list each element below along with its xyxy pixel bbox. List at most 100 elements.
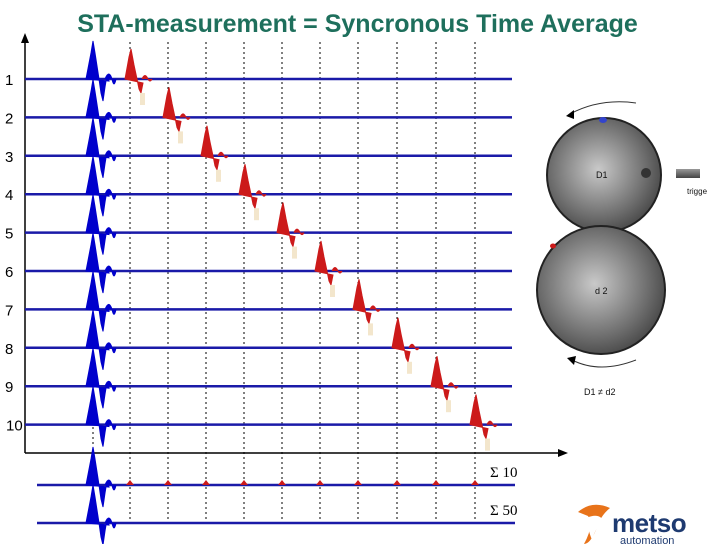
row-label: 3 xyxy=(5,149,13,166)
sync-ripple xyxy=(486,420,498,428)
sync-ripple xyxy=(447,382,459,389)
sum-row: Σ 10 xyxy=(37,446,517,508)
averaged-pulse xyxy=(471,480,479,485)
reference-pulse xyxy=(85,484,110,544)
metso-logo-icon xyxy=(578,504,610,544)
logo-name: metso xyxy=(612,508,687,538)
reference-ripple xyxy=(104,188,117,200)
sum-row: Σ 50 xyxy=(37,484,517,544)
reference-ripple xyxy=(104,150,117,162)
sync-ripple xyxy=(179,113,191,120)
upper-disc-label: D1 xyxy=(596,170,608,180)
sum-label: Σ 50 xyxy=(490,503,517,519)
pulse-shadow xyxy=(216,169,221,182)
signal-row: 4 xyxy=(5,156,512,221)
reference-ripple xyxy=(104,517,117,529)
reference-ripple xyxy=(104,265,117,277)
sync-pulse xyxy=(391,317,411,364)
reference-ripple xyxy=(104,73,117,85)
row-label: 8 xyxy=(5,341,13,358)
averaged-pulse xyxy=(393,480,401,485)
sync-pulse xyxy=(314,240,334,287)
sync-ripple xyxy=(369,305,381,312)
axes xyxy=(21,33,568,457)
x-axis-arrow xyxy=(558,449,568,457)
rotation-arrow-bottom xyxy=(571,359,637,368)
row-label: 1 xyxy=(5,72,13,89)
sync-ripple xyxy=(255,190,267,197)
signal-row: 3 xyxy=(5,117,512,182)
y-axis-arrow xyxy=(21,33,29,43)
pulse-shadow xyxy=(178,131,183,144)
reference-pulse xyxy=(85,156,110,217)
sync-ripple xyxy=(141,75,153,82)
lower-disc-marker xyxy=(550,243,556,249)
reference-pulse xyxy=(85,309,110,370)
row-label: 7 xyxy=(5,302,13,319)
row-label: 4 xyxy=(5,187,13,204)
sync-ripple xyxy=(217,151,229,159)
trigger-mark xyxy=(641,168,651,178)
reference-ripple xyxy=(104,342,117,354)
sync-ripple xyxy=(293,228,305,236)
row-label: 9 xyxy=(5,379,13,396)
reference-ripple xyxy=(104,303,117,315)
lower-disc-label: d 2 xyxy=(595,286,608,296)
signal-row: 6 xyxy=(5,232,512,297)
pulse-shadow xyxy=(368,323,373,336)
trigger-sensor xyxy=(676,169,700,178)
signal-row: 2 xyxy=(5,79,512,144)
sync-pulse xyxy=(238,164,258,210)
reference-pulse xyxy=(85,386,110,447)
slide-title: STA-measurement = Syncronous Time Averag… xyxy=(77,10,638,38)
reference-ripple xyxy=(104,227,117,239)
arrow-head-top xyxy=(566,110,574,119)
reference-pulse xyxy=(85,232,110,294)
pulse-shadow xyxy=(140,93,145,105)
disc-group: D1 trigge d 2 D1 ≠ d2 xyxy=(536,101,708,397)
reference-pulse xyxy=(85,446,110,508)
row-label: 6 xyxy=(5,264,13,281)
averaged-pulse xyxy=(432,480,440,485)
sync-pulse xyxy=(124,48,144,95)
sync-pulse xyxy=(352,279,372,325)
signal-rows: 1 2 3 4 5 6 7 8 9 10 xyxy=(5,40,512,451)
upper-disc-marker xyxy=(599,117,607,123)
logo-subtitle: automation xyxy=(620,536,675,544)
lower-disc xyxy=(536,225,666,355)
signal-row: 5 xyxy=(5,194,512,259)
pulse-shadow xyxy=(407,361,412,374)
disc-relation-label: D1 ≠ d2 xyxy=(584,387,615,397)
pulse-shadow xyxy=(292,246,297,259)
pulse-shadow xyxy=(485,438,490,451)
averaged-pulse xyxy=(354,480,362,485)
row-label: 10 xyxy=(6,418,23,435)
sync-pulse xyxy=(162,87,182,133)
signal-row: 1 xyxy=(5,40,512,105)
row-label: 2 xyxy=(5,110,13,127)
pulse-shadow xyxy=(254,208,259,221)
sync-pulse xyxy=(469,394,489,441)
sum-label: Σ 10 xyxy=(490,465,517,481)
sync-ripple xyxy=(331,267,343,274)
signal-row: 8 xyxy=(5,309,512,374)
reference-ripple xyxy=(104,111,117,123)
averaged-pulse xyxy=(316,480,324,485)
sync-pulse xyxy=(430,356,450,402)
pulse-shadow xyxy=(446,400,451,413)
sum-rows: Σ 10 Σ 50 xyxy=(37,446,517,544)
sync-pulse xyxy=(200,125,220,172)
reference-ripple xyxy=(104,380,117,392)
averaged-pulse xyxy=(126,480,134,485)
signal-row: 7 xyxy=(5,271,512,336)
reference-pulse xyxy=(85,117,110,178)
arrow-head-bottom xyxy=(567,356,576,365)
reference-ripple xyxy=(104,419,117,431)
averaged-pulse xyxy=(278,480,286,485)
sync-ripple xyxy=(408,343,420,351)
reference-pulse xyxy=(85,194,110,255)
reference-pulse xyxy=(85,40,110,102)
reference-pulse xyxy=(85,79,110,140)
pulse-shadow xyxy=(330,285,335,297)
